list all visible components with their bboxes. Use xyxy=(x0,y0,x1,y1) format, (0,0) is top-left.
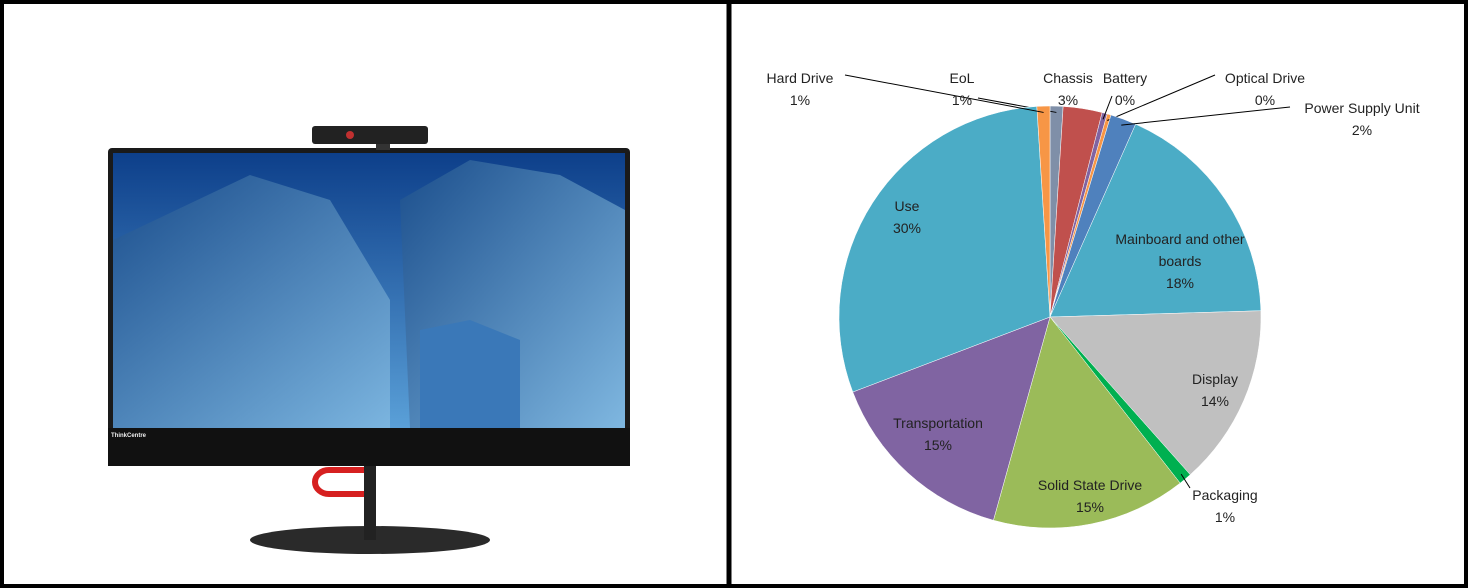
building xyxy=(113,175,390,428)
slice-label: Battery xyxy=(1102,70,1148,86)
slice-label: Power Supply Unit xyxy=(1304,100,1420,116)
monitor-photo: ThinkCentre xyxy=(108,126,630,554)
slice-label: Mainboard and other boards xyxy=(1115,231,1245,269)
pie-slice xyxy=(838,106,1051,393)
leader-line xyxy=(844,74,1044,113)
slice-value-label: 15% xyxy=(1075,499,1105,515)
slice-label: Packaging xyxy=(1192,487,1258,503)
slice-value-label: 1% xyxy=(951,92,973,108)
slice-label: Use xyxy=(894,198,920,214)
leader-line xyxy=(1180,473,1191,489)
slice-value-label: 1% xyxy=(789,92,811,108)
slice-value-label: 1% xyxy=(1214,509,1236,525)
slice-value-label: 14% xyxy=(1200,393,1230,409)
chin xyxy=(108,428,630,466)
leader-line xyxy=(1107,74,1216,121)
building xyxy=(420,320,520,428)
slice-value-label: 18% xyxy=(1165,275,1195,291)
slice-value-label: 30% xyxy=(892,220,922,236)
slice-value-label: 15% xyxy=(923,437,953,453)
slice-label: Transportation xyxy=(893,415,983,431)
brand-label: ThinkCentre xyxy=(111,433,147,439)
slice-label: Optical Drive xyxy=(1224,70,1306,86)
slice-label: Display xyxy=(1192,371,1238,387)
slice-label: Chassis xyxy=(1043,70,1093,86)
pie-slice xyxy=(852,316,1051,521)
camera-mount xyxy=(376,144,390,150)
camera-light xyxy=(346,131,354,139)
slice-label: Solid State Drive xyxy=(1037,477,1143,493)
pie-slice xyxy=(1049,310,1262,476)
slice-value-label: 0% xyxy=(1254,92,1276,108)
pie-slice xyxy=(993,316,1181,529)
stand-ring xyxy=(312,467,364,497)
slice-label: EoL xyxy=(949,70,975,86)
camera xyxy=(312,126,428,144)
slice-value-label: 3% xyxy=(1057,92,1079,108)
slice-label: Hard Drive xyxy=(766,70,834,86)
slice-value-label: 2% xyxy=(1351,122,1373,138)
pie-slice xyxy=(1036,105,1051,318)
leader-line xyxy=(1121,106,1291,126)
stand-neck xyxy=(364,465,376,540)
pie-slice xyxy=(1049,123,1262,318)
leader-line xyxy=(1102,95,1113,120)
slice-value-label: 0% xyxy=(1114,92,1136,108)
